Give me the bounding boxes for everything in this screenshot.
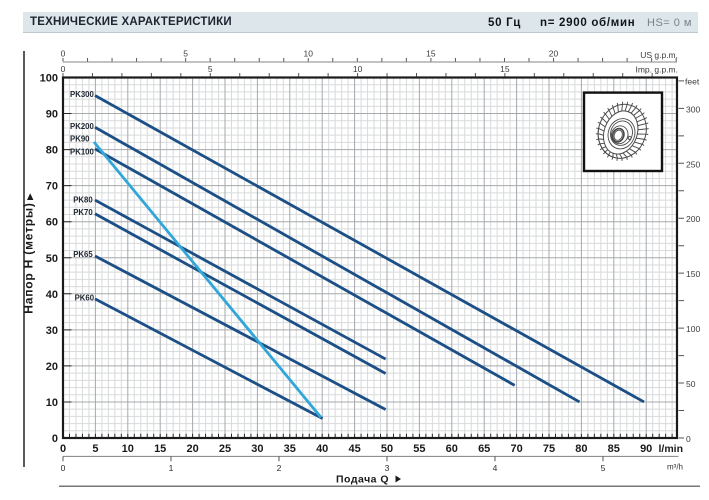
svg-text:70: 70 <box>510 443 522 455</box>
svg-text:PK100: PK100 <box>70 147 95 156</box>
svg-text:150: 150 <box>686 269 700 279</box>
svg-text:0: 0 <box>686 434 691 444</box>
svg-text:2: 2 <box>277 463 282 473</box>
svg-text:10: 10 <box>304 49 314 59</box>
svg-text:50: 50 <box>686 379 696 389</box>
svg-text:60: 60 <box>446 443 458 455</box>
svg-text:200: 200 <box>686 214 700 224</box>
svg-text:0: 0 <box>61 64 66 74</box>
svg-text:55: 55 <box>413 443 425 455</box>
svg-text:90: 90 <box>640 443 652 455</box>
svg-text:5: 5 <box>183 49 188 59</box>
svg-text:90: 90 <box>46 109 58 121</box>
svg-text:10: 10 <box>353 64 363 74</box>
svg-text:35: 35 <box>284 443 296 455</box>
svg-text:70: 70 <box>46 181 58 193</box>
svg-text:85: 85 <box>608 443 620 455</box>
svg-text:0: 0 <box>52 433 58 445</box>
svg-text:50: 50 <box>381 443 393 455</box>
svg-text:40: 40 <box>316 443 328 455</box>
svg-text:10: 10 <box>46 397 58 409</box>
svg-text:50: 50 <box>46 253 58 265</box>
svg-text:5: 5 <box>601 463 606 473</box>
svg-text:PK65: PK65 <box>73 250 93 259</box>
svg-text:PK60: PK60 <box>75 293 95 302</box>
svg-text:80: 80 <box>575 443 587 455</box>
svg-text:100: 100 <box>40 73 58 85</box>
svg-text:feet: feet <box>685 77 700 87</box>
svg-text:40: 40 <box>46 289 58 301</box>
svg-text:65: 65 <box>478 443 490 455</box>
svg-text:20: 20 <box>186 443 198 455</box>
svg-text:30: 30 <box>251 443 263 455</box>
svg-text:Напор Н (метры): Напор Н (метры) <box>22 202 36 313</box>
svg-text:PK70: PK70 <box>73 208 93 217</box>
svg-text:15: 15 <box>500 64 510 74</box>
svg-text:15: 15 <box>154 443 166 455</box>
svg-text:80: 80 <box>46 145 58 157</box>
svg-text:l/min: l/min <box>659 443 684 455</box>
svg-text:25: 25 <box>219 443 231 455</box>
svg-text:1: 1 <box>169 463 174 473</box>
svg-text:PK200: PK200 <box>70 122 95 131</box>
svg-text:PK300: PK300 <box>70 90 95 99</box>
svg-text:60: 60 <box>46 217 58 229</box>
svg-text:20: 20 <box>549 49 559 59</box>
svg-text:Imp. g.p.m.: Imp. g.p.m. <box>635 65 678 75</box>
svg-text:0: 0 <box>61 463 66 473</box>
svg-text:45: 45 <box>348 443 360 455</box>
svg-text:300: 300 <box>686 104 700 114</box>
svg-text:m³/h: m³/h <box>667 463 683 472</box>
svg-text:PK90: PK90 <box>70 135 90 144</box>
svg-text:15: 15 <box>426 49 436 59</box>
svg-text:5: 5 <box>208 64 213 74</box>
svg-text:5: 5 <box>92 443 98 455</box>
svg-text:PK80: PK80 <box>73 195 93 204</box>
svg-text:0: 0 <box>60 443 66 455</box>
svg-text:3: 3 <box>385 463 390 473</box>
svg-text:10: 10 <box>122 443 134 455</box>
svg-text:30: 30 <box>46 325 58 337</box>
svg-text:250: 250 <box>686 159 700 169</box>
svg-text:100: 100 <box>686 324 700 334</box>
svg-text:75: 75 <box>543 443 555 455</box>
svg-text:20: 20 <box>46 361 58 373</box>
svg-text:US g.p.m.: US g.p.m. <box>640 50 678 60</box>
svg-text:0: 0 <box>61 49 66 59</box>
svg-text:4: 4 <box>493 463 498 473</box>
svg-text:Подача Q: Подача Q <box>336 474 389 486</box>
